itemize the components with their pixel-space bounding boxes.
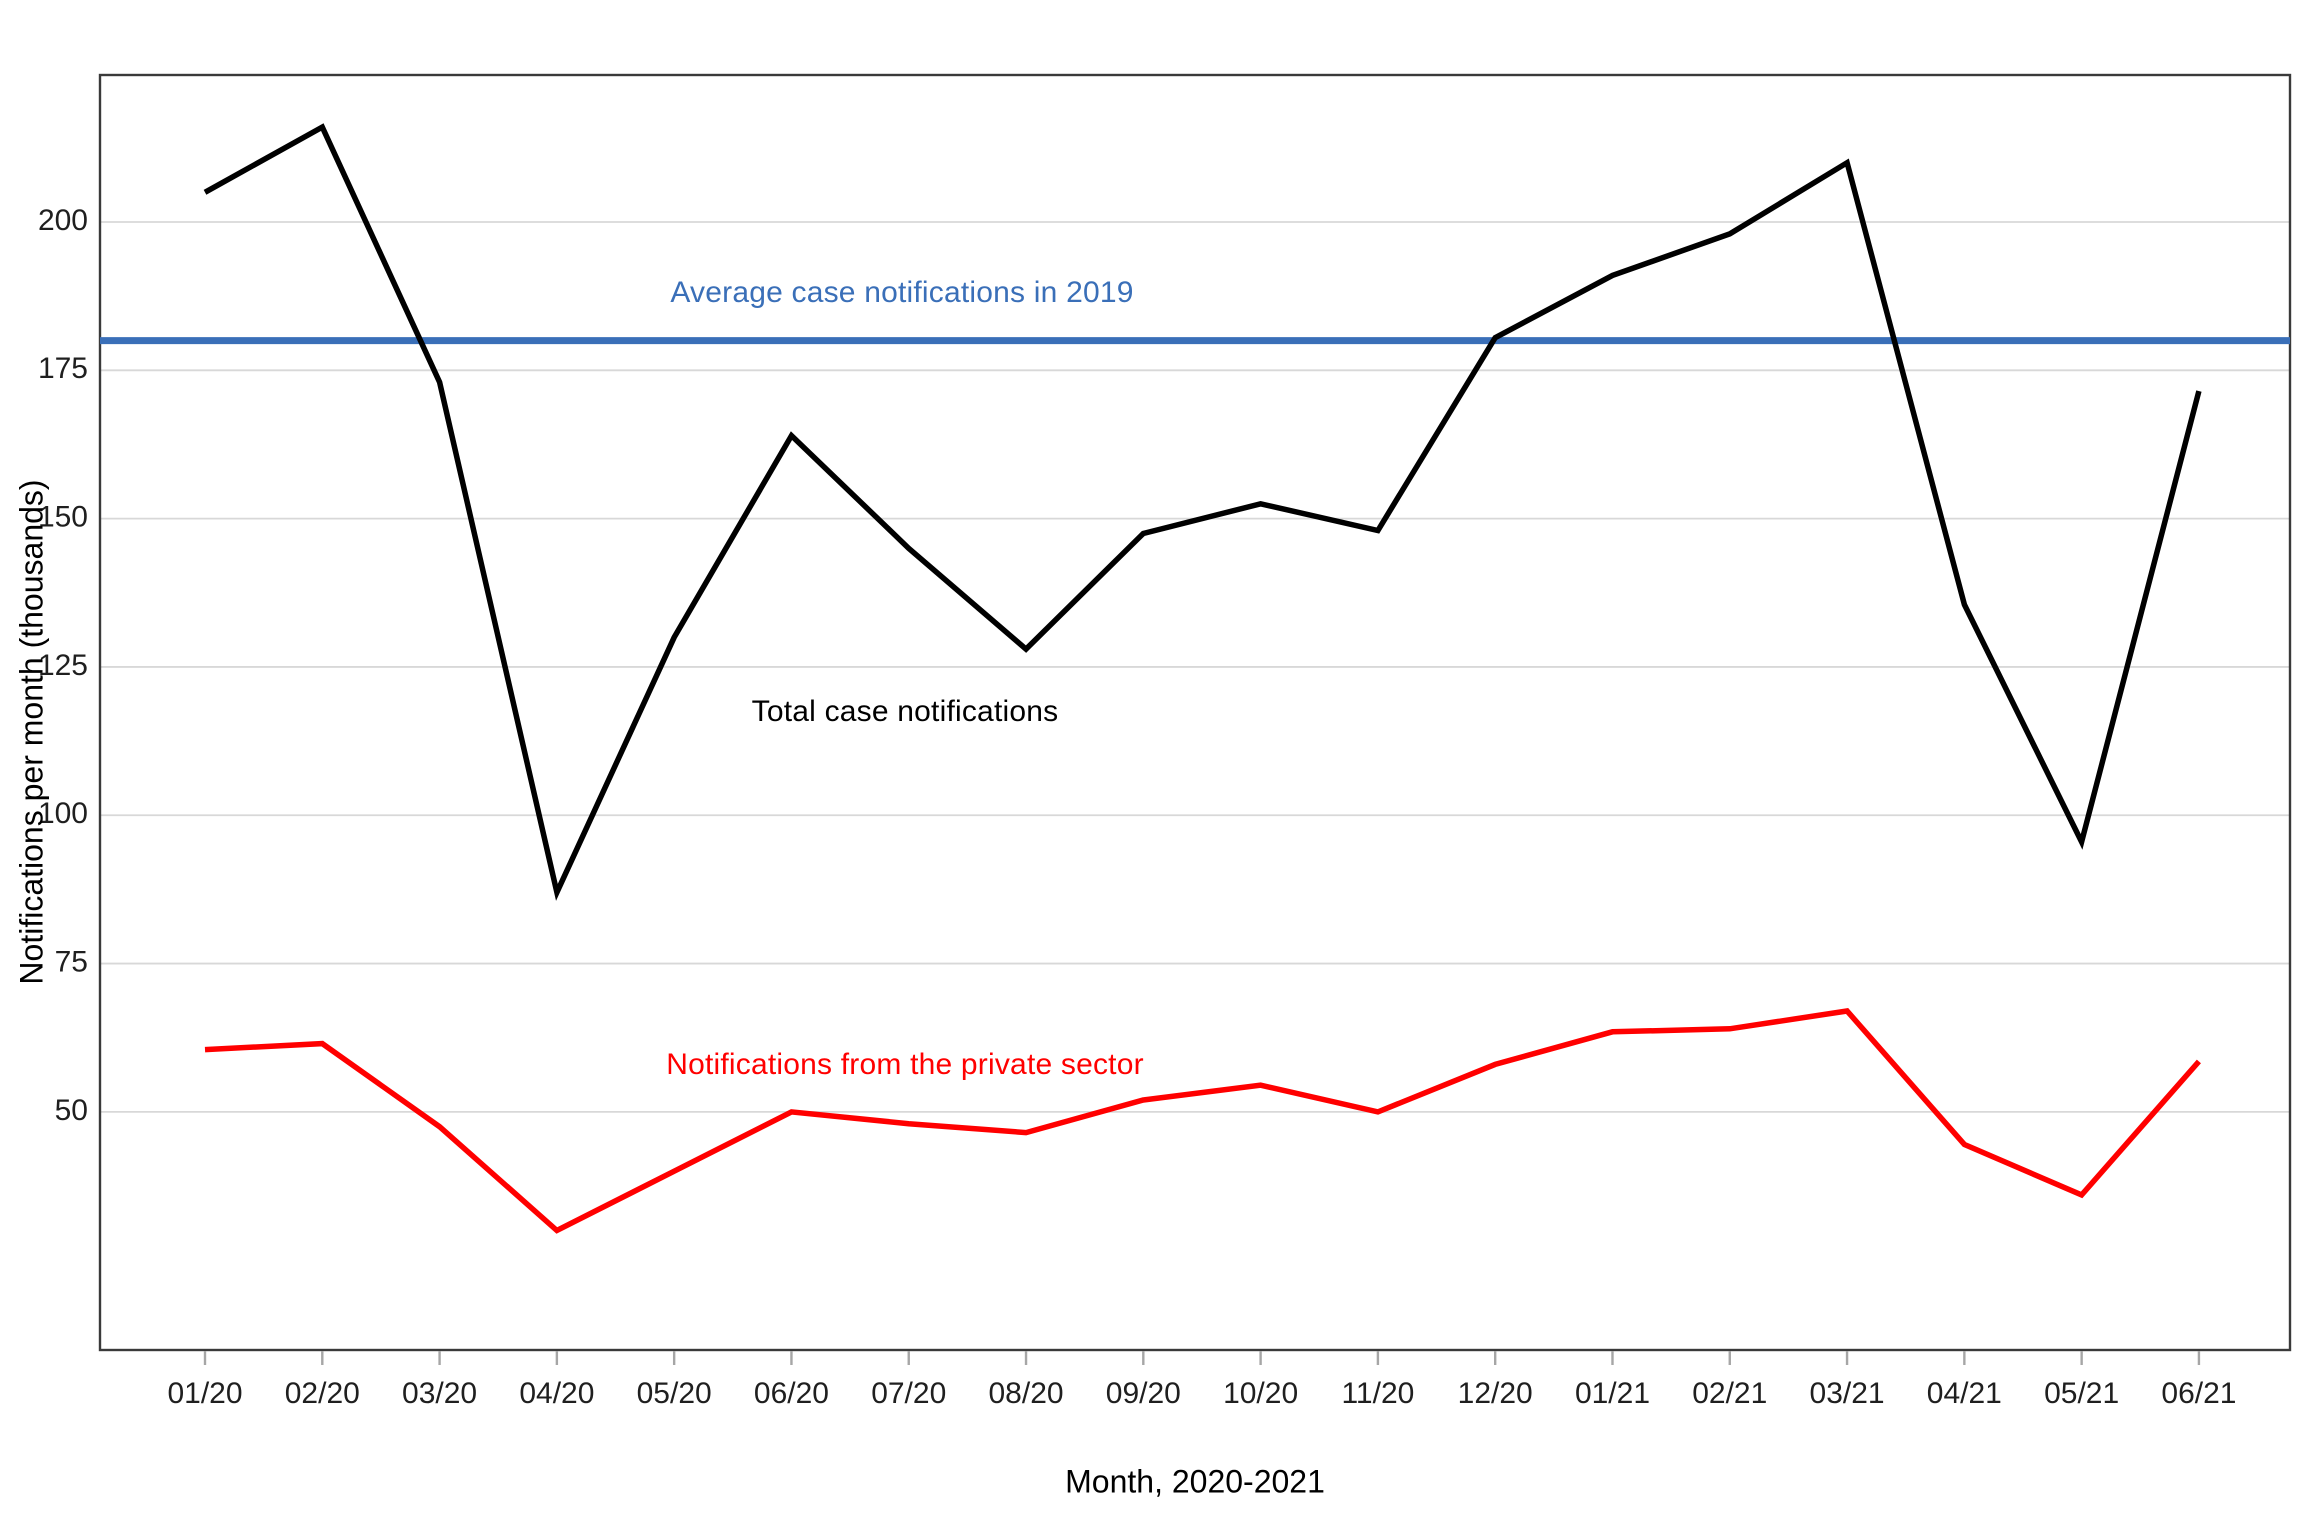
x-tick-label: 05/20 [637,1377,712,1410]
y-tick-label: 175 [38,352,88,385]
x-tick-label: 07/20 [871,1377,946,1410]
x-tick-label: 09/20 [1106,1377,1181,1410]
x-tick-label: 11/20 [1341,1377,1414,1410]
x-tick-label: 04/20 [519,1377,594,1410]
total-cases-line [203,123,2202,901]
x-tick-label: 03/21 [1810,1377,1885,1410]
x-tick-label: 01/21 [1575,1377,1650,1410]
x-tick-label: 10/20 [1223,1377,1298,1410]
y-tick-label: 125 [38,649,88,682]
private-sector-line [204,1008,2201,1234]
annotation-average-2019: Average case notifications in 2019 [670,276,1134,309]
x-tick-label: 02/21 [1692,1377,1767,1410]
x-tick-label: 06/21 [2161,1377,2236,1410]
y-tick-label: 50 [55,1094,88,1127]
x-tick-label: 06/20 [754,1377,829,1410]
x-axis-title: Month, 2020-2021 [1065,1463,1325,1500]
x-tick-label: 04/21 [1927,1377,2002,1410]
plot-panel-border [98,73,2292,1352]
y-tick-label: 75 [55,945,88,978]
y-tick-label: 100 [38,797,88,830]
x-tick-label: 03/20 [402,1377,477,1410]
x-tick-label: 08/20 [988,1377,1063,1410]
annotation-private-sector: Notifications from the private sector [666,1048,1144,1081]
annotation-total-cases: Total case notifications [751,695,1059,728]
y-tick-label: 200 [38,204,88,237]
x-tick-label: 12/20 [1458,1377,1533,1410]
x-tick-label: 02/20 [285,1377,360,1410]
y-axis-title: Notifications per month (thousands) [13,479,50,985]
x-tick-label: 01/20 [167,1377,242,1410]
y-tick-label: 150 [38,501,88,534]
x-tick-label: 05/21 [2044,1377,2119,1410]
